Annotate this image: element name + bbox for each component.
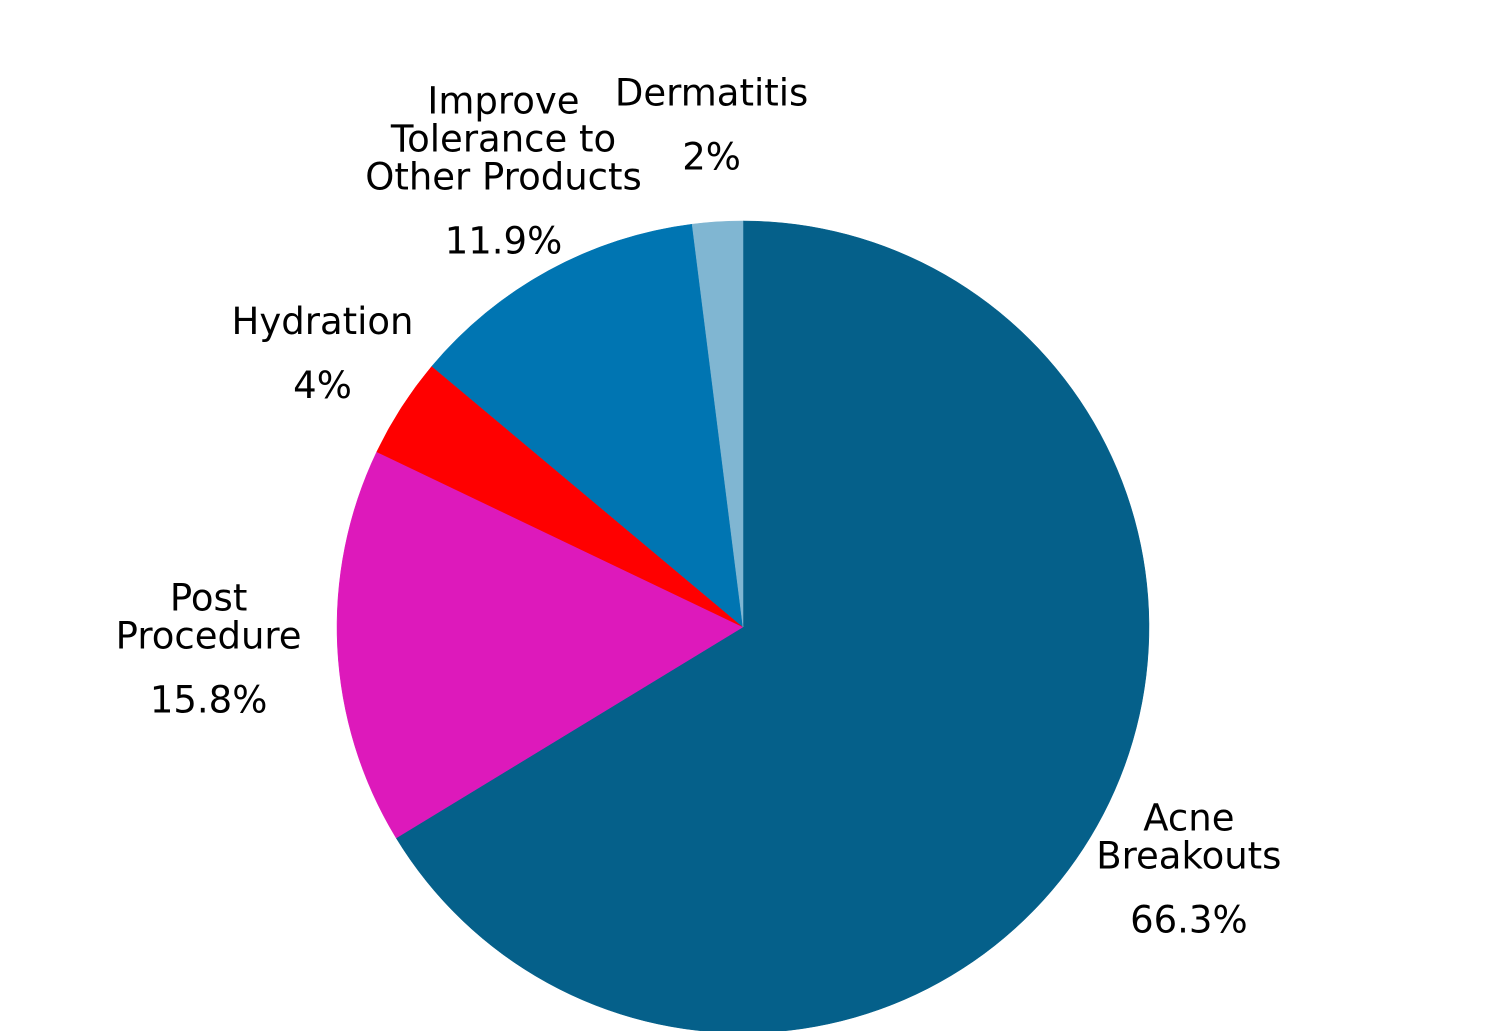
pie-labels: Acne Breakouts 66.3% Post Procedure 15.8% Hydr… [116,71,1282,941]
pie-slice-dermatitis [691,220,744,628]
slice-value-label: 2% [682,135,741,178]
pie-slice-improve-tolerance-to-other-products [431,223,744,628]
slice-name-line: Tolerance to [390,118,616,161]
slice-name-line: Improve [427,80,579,123]
slice-name-line: Hydration [232,300,414,343]
slice-name-line: Dermatitis [615,71,808,114]
slice-name-line: Procedure [116,615,302,658]
slice-name-line: Breakouts [1096,834,1281,877]
slice-value-label: 11.9% [445,220,563,263]
slice-name-label: Post Procedure [116,577,302,658]
pie-slice-post-procedure [336,451,744,839]
slice-value-label: 4% [293,364,352,407]
slice-value-label: 15.8% [150,679,268,722]
slice-name-line: Other Products [365,156,642,199]
slice-name-label: Acne Breakouts [1096,796,1281,877]
slice-name-line: Acne [1143,796,1234,839]
slice-name-label: Hydration [232,300,414,343]
pie-slice-acne-breakouts [395,220,1150,1031]
slice-name-label: Improve Tolerance to Other Products [365,80,642,199]
pie-slices [336,220,1150,1031]
slice-value-label: 66.3% [1130,898,1248,941]
slice-name-label: Dermatitis [615,71,808,114]
slice-name-line: Post [170,577,247,620]
